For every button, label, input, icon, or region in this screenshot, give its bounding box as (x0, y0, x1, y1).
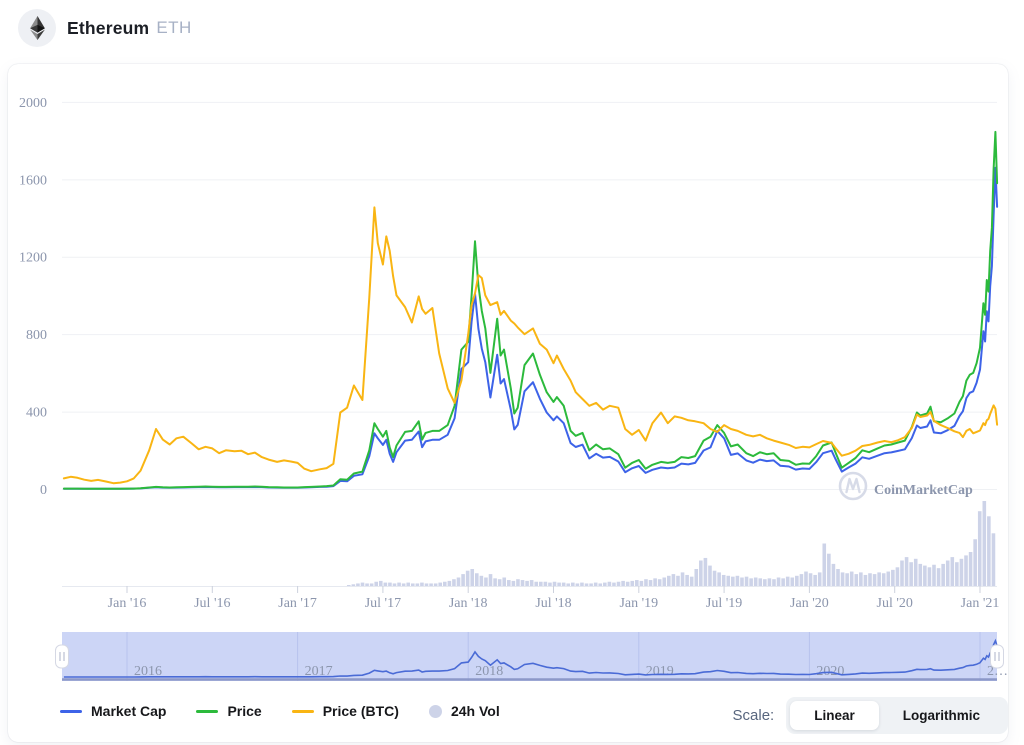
coin-symbol: ETH (156, 18, 192, 37)
svg-text:Jan '21: Jan '21 (961, 596, 1000, 611)
legend-item-price[interactable]: Price (196, 703, 262, 719)
legend-item-24h-vol[interactable]: 24h Vol (428, 703, 500, 719)
svg-text:2020: 2020 (816, 664, 844, 679)
svg-text:Jul '19: Jul '19 (706, 596, 742, 611)
svg-text:2…: 2… (987, 664, 1008, 679)
svg-text:800: 800 (26, 328, 47, 343)
svg-text:Jan '17: Jan '17 (278, 596, 317, 611)
app-header: Ethereum ETH (0, 0, 192, 56)
navigator-series-line (63, 638, 998, 678)
volume-bars (346, 501, 996, 586)
svg-text:Jan '20: Jan '20 (790, 596, 829, 611)
series-price-line (62, 130, 999, 490)
range-navigator[interactable]: 2016 2017 2018 2019 2020 2… (55, 632, 1009, 681)
scale-option-linear[interactable]: Linear (790, 701, 879, 730)
svg-text:Jul '20: Jul '20 (877, 596, 913, 611)
svg-text:Jan '16: Jan '16 (108, 596, 147, 611)
svg-text:Jul '17: Jul '17 (365, 596, 401, 611)
eth-logo-icon (18, 9, 56, 47)
svg-text:Jul '16: Jul '16 (194, 596, 230, 611)
gridlines: 0 400 800 1200 1600 2000 (19, 96, 997, 498)
svg-text:Jul '18: Jul '18 (535, 596, 571, 611)
scale-option-logarithmic[interactable]: Logarithmic (879, 701, 1004, 730)
series-market-cap-line (62, 166, 999, 490)
chart-legend: Market Cap Price Price (BTC) 24h Vol (60, 703, 500, 719)
svg-text:2000: 2000 (19, 96, 47, 111)
legend-item-market-cap[interactable]: Market Cap (60, 703, 166, 719)
svg-text:2017: 2017 (305, 664, 333, 679)
price-btc-swatch (291, 709, 314, 713)
coin-name: Ethereum (67, 17, 150, 38)
chart-card (8, 64, 1008, 742)
scale-label: Scale: (732, 707, 775, 724)
x-axis: Jan '16 Jul '16 Jan '17 Jul '17 Jan '18 Jul '… (62, 586, 999, 611)
svg-text:0: 0 (40, 483, 47, 498)
svg-text:CoinMarketCap: CoinMarketCap (874, 483, 973, 498)
coinmarketcap-watermark: CoinMarketCap (838, 471, 973, 501)
svg-text:Jan '19: Jan '19 (619, 596, 658, 611)
legend-label: Price (227, 703, 262, 719)
navigator-handle-left[interactable] (55, 644, 69, 669)
svg-text:2016: 2016 (134, 664, 162, 679)
legend-label: Market Cap (91, 703, 167, 719)
svg-text:2019: 2019 (646, 664, 674, 679)
svg-text:2018: 2018 (475, 664, 503, 679)
series-price-btc--line (62, 206, 999, 485)
navigator-handle-right[interactable] (990, 644, 1004, 669)
legend-item-price-btc[interactable]: Price (BTC) (291, 703, 399, 719)
scale-toggle: Linear Logarithmic (786, 697, 1008, 734)
volume-swatch (428, 704, 442, 718)
navigator-background[interactable] (62, 632, 997, 681)
svg-text:400: 400 (26, 406, 47, 421)
svg-text:1200: 1200 (19, 251, 47, 266)
svg-text:1600: 1600 (19, 173, 47, 188)
legend-label: Price (BTC) (322, 703, 399, 719)
price-swatch (196, 709, 219, 713)
scale-control: Scale: Linear Logarithmic (733, 697, 1008, 734)
market-cap-swatch (60, 709, 82, 713)
legend-label: 24h Vol (450, 703, 500, 719)
svg-text:Jan '18: Jan '18 (449, 596, 488, 611)
